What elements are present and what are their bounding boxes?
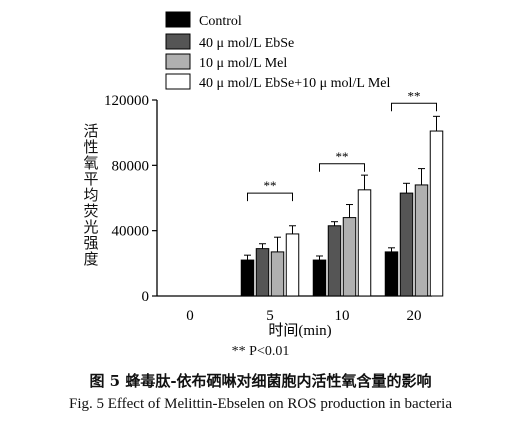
legend: Control 40 μ mol/L EbSe 10 μ mol/L Mel 40 μ… xyxy=(165,11,391,91)
legend-swatch xyxy=(165,53,191,70)
significance-label: ** xyxy=(336,149,349,164)
significance-label: ** xyxy=(408,88,421,103)
footnote: ** P<0.01 xyxy=(231,344,290,359)
x-tick-label: 10 xyxy=(335,308,350,324)
x-axis-label: 时间(min) xyxy=(268,322,331,339)
y-axis-label: 活性氧平均荧光强度 xyxy=(81,123,100,267)
y-tick-label: 40000 xyxy=(112,224,150,240)
legend-label: 40 μ mol/L EbSe+10 μ mol/L Mel xyxy=(199,76,391,91)
legend-swatch xyxy=(165,73,191,90)
significance-brackets: ** ** ** xyxy=(247,88,437,202)
bar xyxy=(312,259,327,297)
bar xyxy=(384,251,399,297)
legend-swatch xyxy=(165,33,191,50)
bar xyxy=(357,189,372,297)
bar xyxy=(327,225,342,297)
bar xyxy=(285,233,300,297)
bar xyxy=(399,192,414,297)
significance-bracket xyxy=(247,192,293,202)
significance-bracket xyxy=(319,163,365,172)
caption-chinese: 图 5 蜂毒肽-依布硒啉对细菌胞内活性氧含量的影响 xyxy=(89,372,432,390)
significance-bracket xyxy=(391,102,437,112)
legend-label: 40 μ mol/L EbSe xyxy=(199,36,294,51)
legend-label: 10 μ mol/L Mel xyxy=(199,56,287,71)
bar xyxy=(429,130,444,297)
y-tick-label: 80000 xyxy=(112,158,150,174)
legend-label: Control xyxy=(199,14,242,29)
legend-swatch xyxy=(165,11,191,28)
bar xyxy=(414,184,429,297)
y-tick-label: 0 xyxy=(142,289,150,305)
bar xyxy=(270,251,285,297)
significance-label: ** xyxy=(264,178,277,193)
y-axis-label-wrap: 活性氧平均荧光强度 xyxy=(80,105,102,285)
y-tick-labels: 0 40000 80000 120000 xyxy=(104,93,149,305)
bars xyxy=(240,115,444,297)
y-tick-label: 120000 xyxy=(104,93,149,109)
x-tick-label: 0 xyxy=(186,308,194,324)
caption-english: Fig. 5 Effect of Melittin-Ebselen on ROS… xyxy=(69,396,452,412)
bar xyxy=(342,217,357,297)
bar xyxy=(255,248,270,297)
bar xyxy=(240,259,255,297)
x-tick-label: 20 xyxy=(407,308,422,324)
x-tick-labels: 0 5 10 20 时间(min) xyxy=(186,308,421,339)
x-tick-label: 5 xyxy=(266,308,274,324)
